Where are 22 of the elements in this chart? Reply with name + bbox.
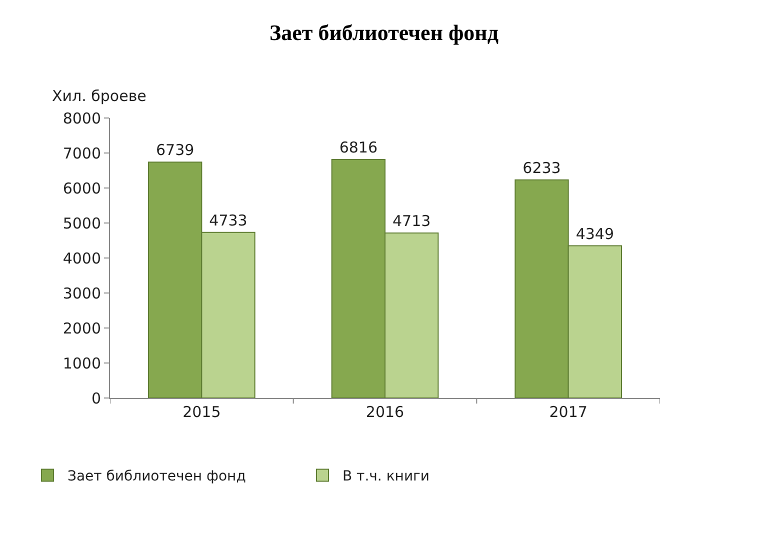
y-tick-label: 1000 — [62, 354, 101, 372]
y-axis-title: Хил. броеве — [52, 87, 146, 105]
y-tick-label: 6000 — [62, 179, 101, 198]
y-tick-label: 0 — [91, 389, 101, 408]
y-tick-label: 8000 — [62, 109, 101, 128]
data-label: 4349 — [576, 224, 614, 243]
chart-title: Зает библиотечен фонд — [270, 20, 498, 46]
data-label: 6233 — [522, 158, 561, 177]
legend-label: В т.ч. книги — [342, 468, 430, 485]
legend-label: Зает библиотечен фонд — [68, 468, 246, 485]
data-label: 6739 — [156, 141, 194, 160]
y-tick-label: 5000 — [62, 214, 101, 232]
y-tick-label: 7000 — [62, 144, 101, 162]
x-tick-label: 2016 — [366, 403, 404, 421]
y-tick-label: 3000 — [62, 284, 101, 302]
x-tick-label: 2017 — [549, 403, 588, 421]
x-tick-label: 2015 — [182, 403, 221, 421]
data-label: 4733 — [209, 211, 248, 230]
y-tick-label: 4000 — [62, 249, 101, 268]
y-tick-label: 2000 — [62, 319, 101, 338]
data-label: 6816 — [339, 138, 378, 156]
data-label: 4713 — [392, 212, 431, 230]
